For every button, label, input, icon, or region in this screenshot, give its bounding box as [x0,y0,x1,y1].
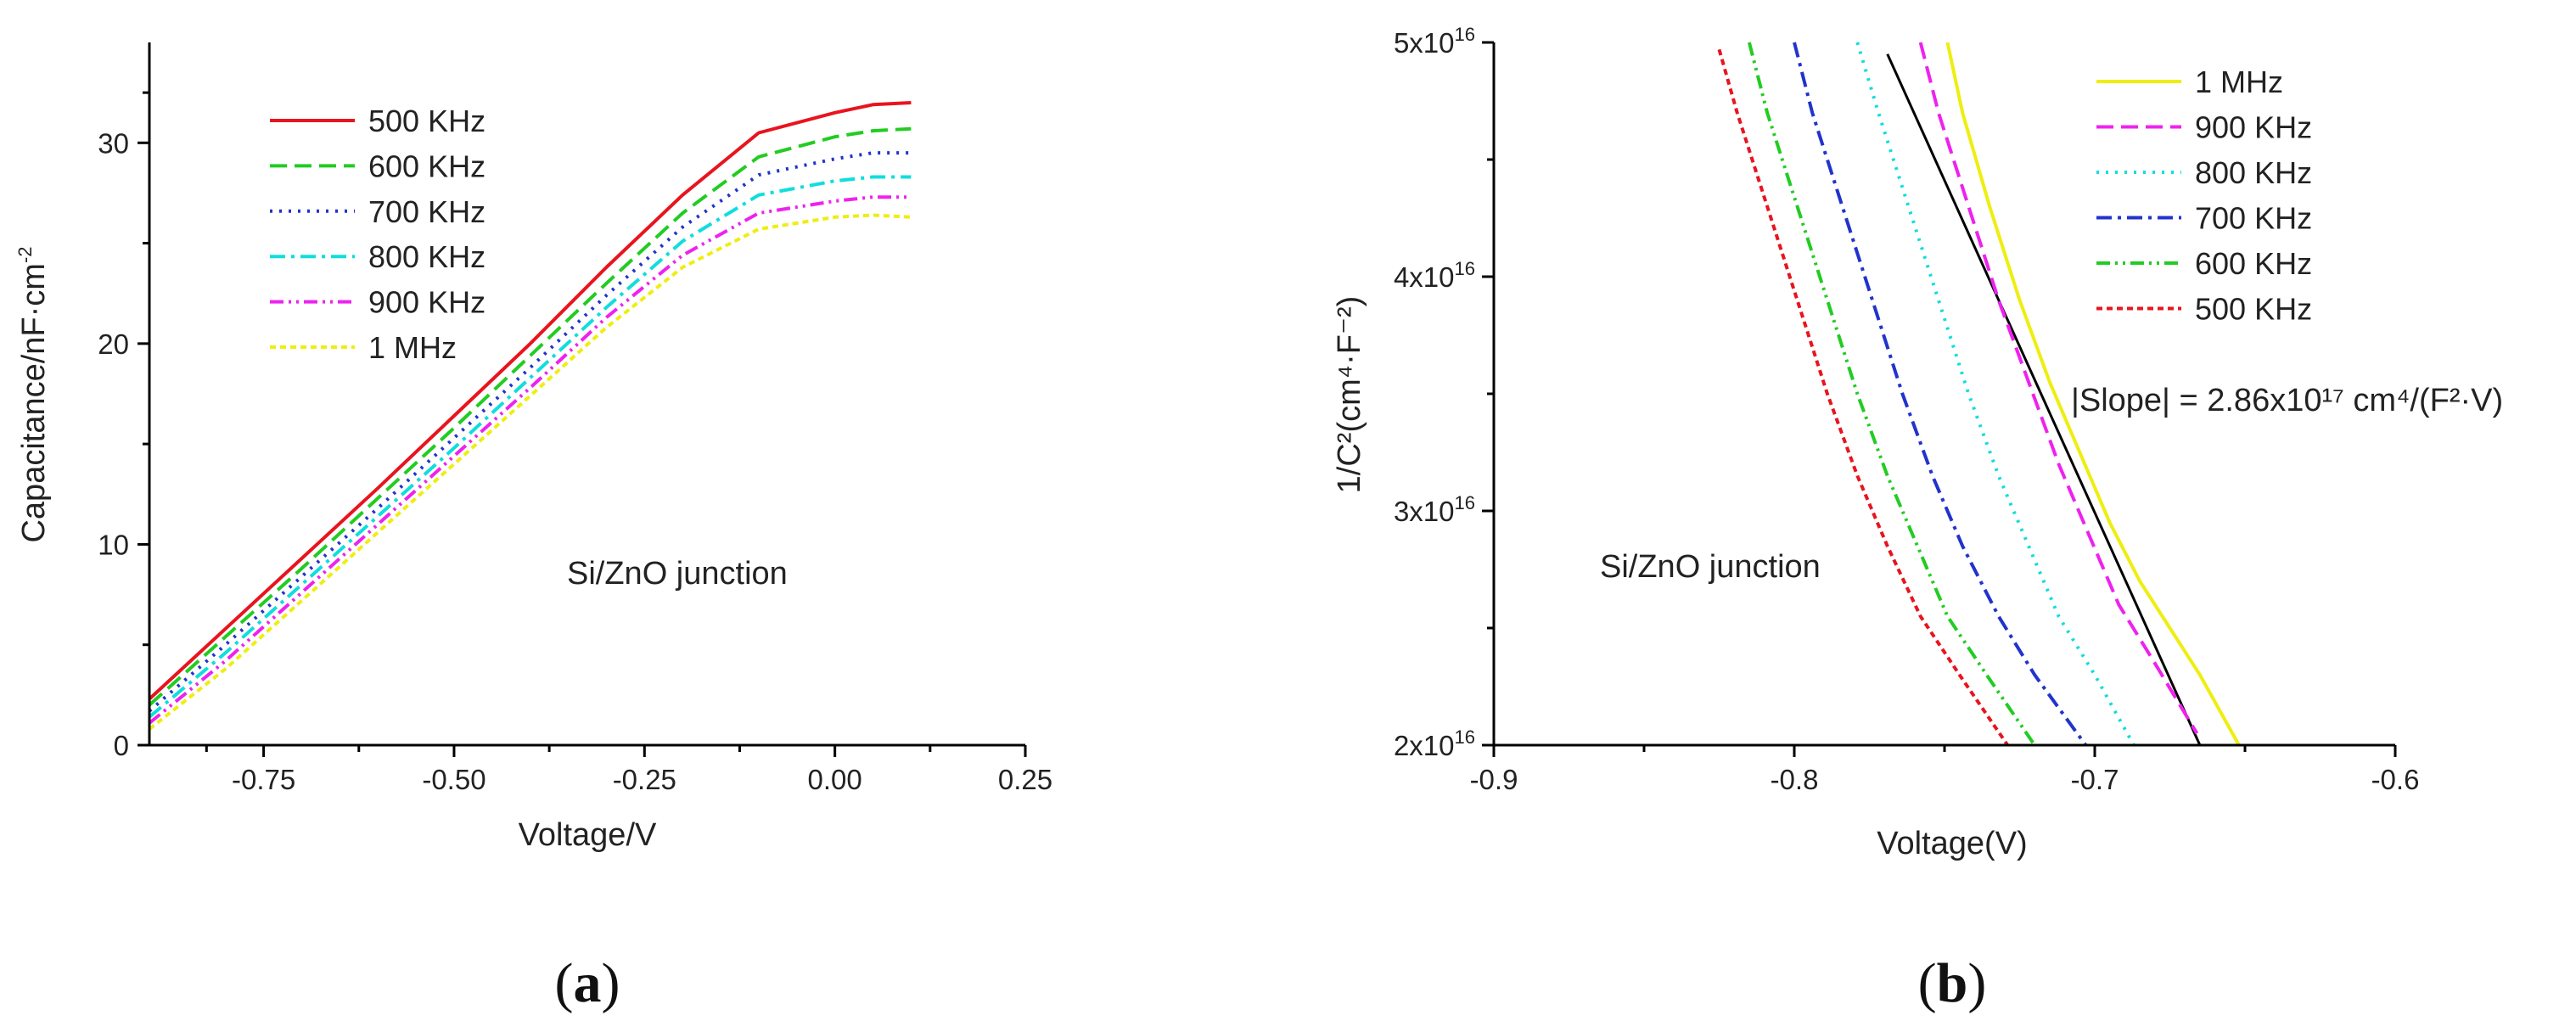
panel-a-legend-label: 1 MHz [368,330,457,365]
panel-a-y-tick-label: 30 [98,127,129,159]
panel-b-legend-label: 600 KHz [2195,246,2312,281]
panel-b-legend-label: 900 KHz [2195,110,2312,145]
panel-a-series-900-khz [148,195,912,725]
panel-b-label: (b) [1918,952,1987,1014]
panel-a: -0.75 -0.50 -0.25 0.00 0.25 0 10 20 30 500 KHz 60… [14,42,1052,1014]
panel-a-series-600-khz [148,126,912,707]
panel-a-legend: 500 KHz 600 KHz 700 KHz 800 KHz 900 KHz 1 MHz [270,104,485,365]
panel-b-legend-label: 800 KHz [2195,155,2312,190]
panel-b-letter: b [1937,952,1968,1014]
panel-a-letter: a [574,952,602,1014]
panel-a-x-tick-label: 0.25 [998,764,1052,795]
panel-b-annotation: Si/ZnO junction [1600,549,1821,585]
panel-b-ticks: -0.9 -0.8 -0.7 -0.6 2x1016 3x1016 4x1016 5x1016 [1394,24,2419,795]
panel-a-annotation: Si/ZnO junction [567,556,788,592]
panel-a-y-tick-label: 0 [114,730,129,761]
panel-b-y-axis-label: 1/C²(cm⁴·F⁻²) [1332,296,1367,494]
panel-a-legend-label: 500 KHz [368,104,485,138]
panel-b-x-tick-label: -0.8 [1771,764,1819,795]
panel-a-y-tick-label: 10 [98,529,129,560]
panel-a-legend-label: 900 KHz [368,285,485,320]
panel-a-series-700-khz [148,151,912,713]
panel-a-ticks: -0.75 -0.50 -0.25 0.00 0.25 0 10 20 30 [98,91,1052,795]
panel-b-slope-annotation: |Slope| = 2.86x10¹⁷ cm⁴/(F²·V) [2071,383,2503,418]
panel-b-legend-label: 700 KHz [2195,201,2312,236]
panel-a-x-tick-label: -0.25 [613,764,676,795]
panel-b-x-tick-label: -0.6 [2371,764,2420,795]
panel-a-y-axis-label: Capacitance/nF·cm-2 [14,246,52,542]
panel-a-legend-label: 800 KHz [368,239,485,274]
panel-b-y-tick-label: 3x1016 [1394,492,1475,527]
panel-b-fit-line [1886,53,2202,746]
panel-b-y-tick-label: 2x1016 [1394,726,1475,761]
panel-b-legend-label: 500 KHz [2195,292,2312,327]
panel-b-legend-label: 1 MHz [2195,64,2283,99]
panel-a-legend-label: 600 KHz [368,149,485,183]
panel-a-x-tick-label: -0.50 [422,764,485,795]
panel-b-x-tick-label: -0.7 [2071,764,2119,795]
panel-b-series-600-khz [1747,42,2036,747]
panel-a-x-axis-label: Voltage/V [519,817,657,853]
panel-a-series-500-khz [148,101,912,701]
panel-b-series-800-khz [1855,42,2135,746]
panel-a-series-1-mhz [148,213,912,731]
panel-b-y-tick-label: 4x1016 [1394,258,1475,293]
panel-b-x-axis-label: Voltage(V) [1877,826,2027,861]
panel-b: -0.9 -0.8 -0.7 -0.6 2x1016 3x1016 4x1016 5x1016… [1332,24,2503,1014]
panel-a-label: (a) [555,952,620,1014]
panel-a-y-axis-label-exponent: -2 [14,246,36,263]
panel-a-y-tick-label: 20 [98,328,129,360]
panel-b-legend: 1 MHz 900 KHz 800 KHz 700 KHz 600 KHz 500 KHz [2096,64,2312,327]
panel-b-x-tick-label: -0.9 [1470,764,1518,795]
panel-a-y-axis-label-text: Capacitance/nF·cm [16,263,52,542]
panel-a-series-800-khz [148,175,912,719]
panel-b-series-1-mhz [1945,42,2241,746]
panel-b-series-700-khz [1793,42,2088,747]
panel-a-legend-label: 700 KHz [368,194,485,229]
panel-b-plot-area [1717,42,2241,747]
panel-b-series-900-khz [1918,42,2199,735]
panel-b-y-tick-label: 5x1016 [1394,24,1475,59]
panel-b-series-500-khz [1717,48,2009,747]
panel-a-x-tick-label: -0.75 [232,764,295,795]
panel-a-x-tick-label: 0.00 [808,764,862,795]
panel-a-plot-area [148,101,912,731]
